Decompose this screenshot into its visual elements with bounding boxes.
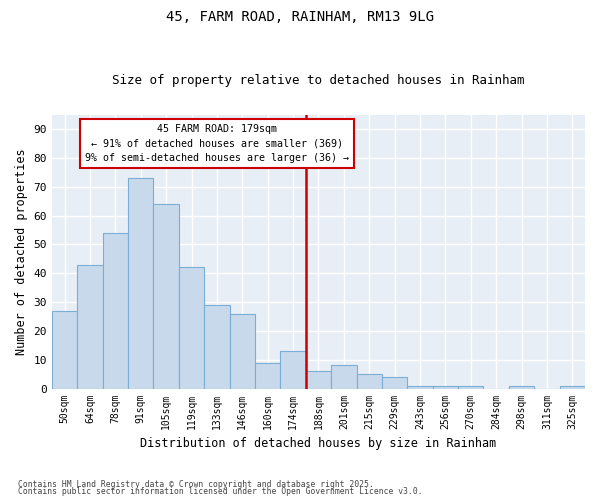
Bar [179,268,204,388]
Bar [103,233,128,388]
Bar [52,310,77,388]
Bar [433,386,458,388]
Text: Contains public sector information licensed under the Open Government Licence v3: Contains public sector information licen… [18,487,422,496]
Bar [128,178,154,388]
Bar [331,366,356,388]
Text: 45 FARM ROAD: 179sqm
← 91% of detached houses are smaller (369)
9% of semi-detac: 45 FARM ROAD: 179sqm ← 91% of detached h… [85,124,349,163]
X-axis label: Distribution of detached houses by size in Rainham: Distribution of detached houses by size … [140,437,497,450]
Bar [407,386,433,388]
Bar [509,386,534,388]
Bar [255,362,280,388]
Bar [356,374,382,388]
Bar [560,386,585,388]
Y-axis label: Number of detached properties: Number of detached properties [15,148,28,355]
Bar [230,314,255,388]
Text: 45, FARM ROAD, RAINHAM, RM13 9LG: 45, FARM ROAD, RAINHAM, RM13 9LG [166,10,434,24]
Bar [204,305,230,388]
Bar [382,377,407,388]
Bar [77,264,103,388]
Text: Contains HM Land Registry data © Crown copyright and database right 2025.: Contains HM Land Registry data © Crown c… [18,480,374,489]
Bar [154,204,179,388]
Bar [458,386,484,388]
Title: Size of property relative to detached houses in Rainham: Size of property relative to detached ho… [112,74,525,87]
Bar [306,372,331,388]
Bar [280,351,306,389]
